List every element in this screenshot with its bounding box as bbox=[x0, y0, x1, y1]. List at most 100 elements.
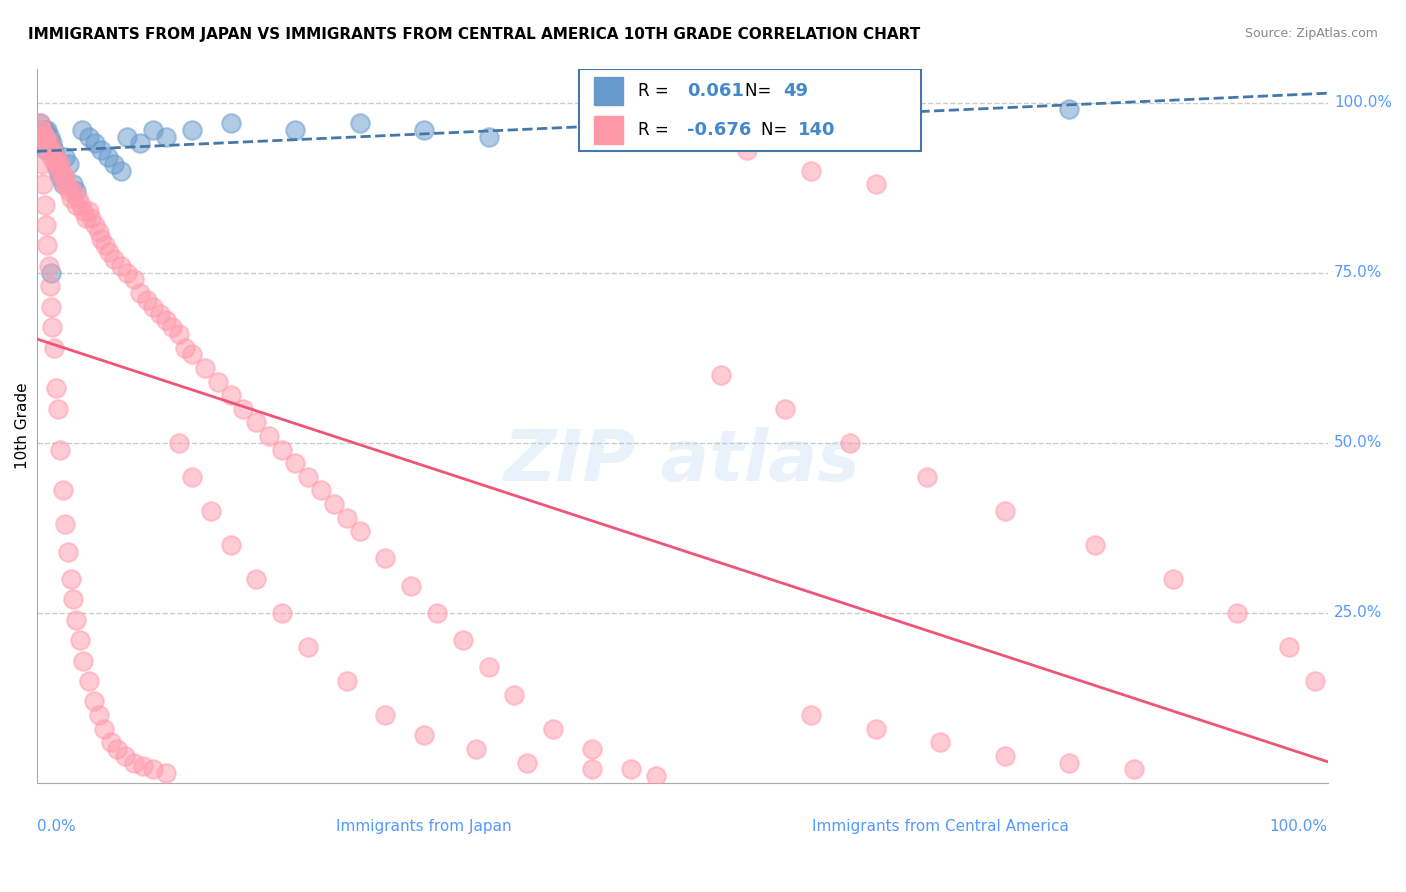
Point bbox=[297, 640, 319, 654]
Y-axis label: 10th Grade: 10th Grade bbox=[15, 383, 30, 469]
Text: 25.0%: 25.0% bbox=[1334, 606, 1382, 621]
Point bbox=[41, 136, 63, 151]
Point bbox=[28, 116, 51, 130]
Point bbox=[135, 293, 157, 307]
Point bbox=[48, 163, 70, 178]
Point bbox=[167, 326, 190, 341]
Point bbox=[516, 756, 538, 770]
Point bbox=[31, 129, 53, 144]
Point bbox=[122, 756, 145, 770]
Point bbox=[114, 748, 136, 763]
Point bbox=[117, 266, 139, 280]
Text: Source: ZipAtlas.com: Source: ZipAtlas.com bbox=[1244, 27, 1378, 40]
Point bbox=[1084, 538, 1107, 552]
Point bbox=[167, 435, 190, 450]
Point bbox=[194, 360, 217, 375]
Point bbox=[671, 122, 693, 136]
Point bbox=[65, 197, 87, 211]
Point bbox=[38, 279, 60, 293]
Point bbox=[1123, 763, 1146, 777]
Point bbox=[38, 143, 60, 157]
Point bbox=[87, 708, 110, 723]
Point bbox=[32, 136, 55, 151]
Point bbox=[56, 544, 79, 558]
Point bbox=[52, 483, 75, 498]
Point bbox=[84, 136, 107, 151]
Text: Immigrants from Japan: Immigrants from Japan bbox=[336, 819, 512, 834]
Point bbox=[37, 136, 59, 151]
Point bbox=[374, 551, 396, 566]
Text: R =: R = bbox=[638, 82, 675, 100]
Text: 50.0%: 50.0% bbox=[1334, 435, 1382, 450]
Point bbox=[30, 129, 52, 144]
Point bbox=[155, 129, 177, 144]
Point bbox=[38, 136, 60, 151]
Point bbox=[349, 116, 371, 130]
Point bbox=[84, 218, 107, 232]
Point bbox=[180, 470, 202, 484]
Text: N=: N= bbox=[761, 120, 793, 139]
Point bbox=[620, 763, 643, 777]
Point bbox=[32, 122, 55, 136]
Point bbox=[62, 178, 84, 192]
Point bbox=[59, 572, 82, 586]
Point bbox=[30, 122, 52, 136]
Point bbox=[53, 150, 76, 164]
Point bbox=[39, 266, 62, 280]
Point bbox=[42, 143, 65, 157]
Text: 0.0%: 0.0% bbox=[37, 819, 76, 834]
Point bbox=[93, 722, 115, 736]
Text: IMMIGRANTS FROM JAPAN VS IMMIGRANTS FROM CENTRAL AMERICA 10TH GRADE CORRELATION : IMMIGRANTS FROM JAPAN VS IMMIGRANTS FROM… bbox=[28, 27, 921, 42]
Point bbox=[34, 129, 56, 144]
Point bbox=[87, 225, 110, 239]
Point bbox=[1161, 572, 1184, 586]
Point bbox=[62, 592, 84, 607]
Point bbox=[41, 143, 63, 157]
Point bbox=[671, 109, 693, 123]
Point bbox=[200, 504, 222, 518]
Point bbox=[180, 122, 202, 136]
Text: 100.0%: 100.0% bbox=[1334, 95, 1392, 110]
Point bbox=[259, 429, 281, 443]
Point bbox=[31, 136, 53, 151]
Text: N=: N= bbox=[745, 82, 778, 100]
Point bbox=[35, 218, 58, 232]
Bar bbox=[579, 69, 921, 151]
Point bbox=[35, 136, 58, 151]
Point bbox=[865, 178, 887, 192]
Point bbox=[219, 388, 242, 402]
Point bbox=[994, 748, 1017, 763]
Point bbox=[155, 765, 177, 780]
Point bbox=[839, 435, 862, 450]
Point bbox=[49, 442, 72, 457]
Point bbox=[52, 170, 75, 185]
Point bbox=[49, 157, 72, 171]
Point bbox=[103, 252, 125, 266]
Point bbox=[336, 510, 359, 524]
Point bbox=[800, 163, 823, 178]
Point bbox=[32, 129, 55, 144]
Point bbox=[70, 122, 93, 136]
Point bbox=[207, 375, 229, 389]
Point bbox=[142, 122, 165, 136]
Point bbox=[53, 178, 76, 192]
Text: -0.676: -0.676 bbox=[688, 120, 752, 139]
Point bbox=[38, 136, 60, 151]
Point bbox=[72, 654, 94, 668]
Point bbox=[1303, 673, 1326, 688]
Point bbox=[929, 735, 952, 749]
Point bbox=[34, 197, 56, 211]
Point bbox=[336, 673, 359, 688]
Point bbox=[32, 129, 55, 144]
Point bbox=[59, 191, 82, 205]
Point bbox=[503, 688, 526, 702]
Point bbox=[284, 456, 307, 470]
Point bbox=[426, 606, 449, 620]
Point bbox=[28, 116, 51, 130]
Point bbox=[219, 116, 242, 130]
Point bbox=[399, 579, 422, 593]
Bar bbox=[595, 116, 623, 145]
Point bbox=[31, 122, 53, 136]
Point bbox=[69, 633, 91, 648]
Point bbox=[162, 320, 184, 334]
